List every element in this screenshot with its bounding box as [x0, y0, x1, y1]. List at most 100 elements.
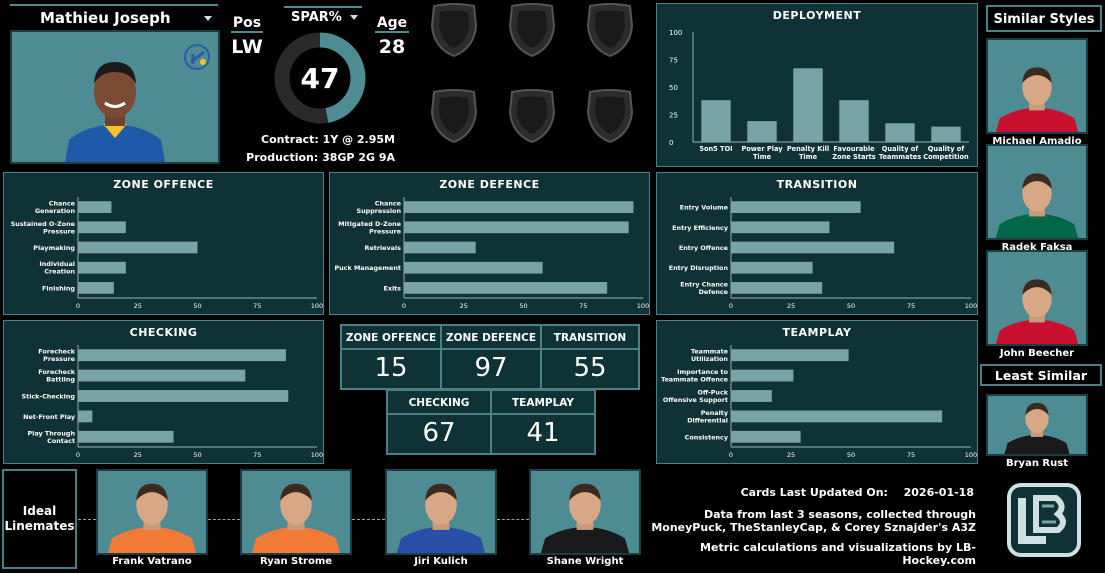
player-card[interactable]: John Beecher	[986, 250, 1102, 359]
y-tick-label: Entry Offence	[679, 244, 729, 252]
spar-select[interactable]: SPAR%	[284, 6, 362, 26]
zone-offence-title: ZONE OFFENCE	[113, 178, 214, 191]
player-headshot	[251, 483, 341, 553]
y-tick-label: Teammate Offence	[661, 376, 729, 384]
y-tick-label: Forecheck	[38, 348, 75, 356]
x-tick-label: Penalty Kill	[787, 145, 829, 153]
y-tick-label: Generation	[35, 207, 76, 215]
y-tick-label: Creation	[44, 268, 75, 276]
x-tick-label: 25	[134, 451, 142, 459]
player-headshot	[995, 279, 1079, 344]
achievement-badges	[428, 0, 648, 145]
player-card[interactable]: Ryan Strome	[240, 469, 352, 573]
score-value: 97	[474, 353, 508, 383]
checking-panel: CHECKING 0 25 50 75 100 Forecheck Pressure Forec…	[3, 320, 324, 464]
least-similar-list: Bryan Rust	[986, 394, 1102, 474]
x-tick-label: Time	[799, 153, 818, 161]
badge-shield-icon	[430, 3, 478, 58]
y-tick-label: Teammate	[691, 348, 729, 356]
player-card[interactable]: Michael Amadio	[986, 38, 1102, 147]
player-card[interactable]: Radek Faksa	[986, 144, 1102, 253]
pos-label-box: Pos	[231, 12, 263, 33]
checking-bar	[78, 369, 246, 382]
player-headshot	[995, 67, 1079, 132]
y-tick-label: Mitigated D-Zone	[338, 220, 402, 228]
linemates-list: Frank Vatrano Ryan Strome Jiri Kulich Shane…	[78, 469, 658, 573]
badge-shield-icon	[508, 89, 556, 144]
y-tick-label: Chance	[375, 200, 402, 208]
x-tick-label: 0	[729, 451, 733, 459]
player-headshot	[396, 483, 486, 553]
zone-defence-title: ZONE DEFENCE	[439, 178, 540, 191]
deployment-bar	[747, 121, 777, 142]
connector-line	[497, 519, 529, 520]
y-tick-label: Differential	[687, 416, 728, 424]
player-name: Mathieu Joseph	[40, 9, 171, 27]
checking-bar	[78, 349, 286, 362]
player-photo	[96, 469, 208, 555]
player-photo	[529, 469, 641, 555]
checking-bar	[78, 430, 174, 443]
player-card[interactable]: Shane Wright	[529, 469, 641, 573]
player-card[interactable]: Frank Vatrano	[96, 469, 208, 573]
x-tick-label: 100	[311, 302, 323, 310]
credit-line: Metric calculations and visualizations b…	[700, 541, 976, 567]
y-tick-label: Contact	[47, 437, 75, 445]
player-card[interactable]: Bryan Rust	[986, 394, 1102, 474]
y-tick-label: Play Through	[27, 429, 75, 437]
player-name: Radek Faksa	[1001, 242, 1073, 253]
player-card[interactable]: Jiri Kulich	[385, 469, 497, 573]
pos-value: LW	[231, 36, 263, 58]
zone-defence-bar	[404, 282, 608, 294]
x-tick-label: Competition	[923, 153, 969, 161]
x-tick-label: 25	[134, 302, 142, 310]
teamplay-bar	[731, 430, 801, 443]
x-tick-label: 75	[907, 302, 915, 310]
x-tick-label: 100	[637, 302, 649, 310]
y-tick-label: 75	[669, 57, 678, 65]
teamplay-bar	[731, 369, 794, 382]
y-tick-label: Battling	[46, 376, 75, 384]
player-name: Frank Vatrano	[112, 556, 192, 567]
player-select[interactable]: Mathieu Joseph	[10, 4, 218, 30]
zone-defence-panel: ZONE DEFENCE 0 25 50 75 100 Chance Suppression M…	[329, 172, 650, 315]
y-tick-label: Sustained O-Zone	[11, 220, 76, 228]
lb-hockey-logo[interactable]	[1006, 482, 1082, 558]
pos-label: Pos	[232, 15, 262, 31]
y-tick-label: Puck Management	[334, 264, 401, 272]
score-zone-defence: ZONE DEFENCE 97	[440, 324, 542, 390]
zone-offence-panel: ZONE OFFENCE 0 25 50 75 100 Chance Generation Su…	[3, 172, 324, 315]
y-tick-label: Suppression	[356, 207, 401, 215]
age-label: Age	[376, 15, 408, 31]
updated-date: 2026-01-18	[903, 486, 974, 499]
x-tick-label: 5on5 TOI	[699, 145, 732, 153]
score-value: 55	[573, 353, 607, 383]
transition-panel: TRANSITION 0 25 50 75 100 Entry Volume Entry Ef…	[656, 172, 978, 315]
badge-shield-icon	[430, 89, 478, 144]
y-tick-label: Finishing	[42, 284, 75, 292]
x-tick-label: 25	[787, 451, 795, 459]
player-photo	[10, 30, 220, 164]
x-tick-label: 75	[907, 451, 915, 459]
y-tick-label: Utilization	[691, 355, 728, 363]
x-tick-label: 50	[519, 302, 527, 310]
zone-defence-bar	[404, 201, 634, 213]
deployment-bar	[793, 68, 823, 142]
x-tick-label: 50	[847, 451, 855, 459]
y-tick-label: 0	[669, 139, 673, 147]
age-label-box: Age	[375, 12, 409, 33]
updated-line: Cards Last Updated On: 2026-01-18	[660, 486, 974, 499]
similar-styles-title: Similar Styles	[986, 5, 1102, 32]
player-headshot	[107, 483, 197, 553]
connector-line	[78, 519, 96, 520]
checking-bar	[78, 410, 93, 423]
y-tick-label: Entry Efficiency	[672, 224, 729, 232]
spar-gauge-fill	[274, 32, 366, 124]
player-headshot	[995, 173, 1079, 238]
least-similar-title: Least Similar	[980, 364, 1102, 386]
transition-chart: 0 25 50 75 100 Entry Volume Entry Efficiency En…	[669, 197, 977, 310]
transition-bar	[731, 241, 895, 254]
transition-title: TRANSITION	[776, 178, 858, 191]
